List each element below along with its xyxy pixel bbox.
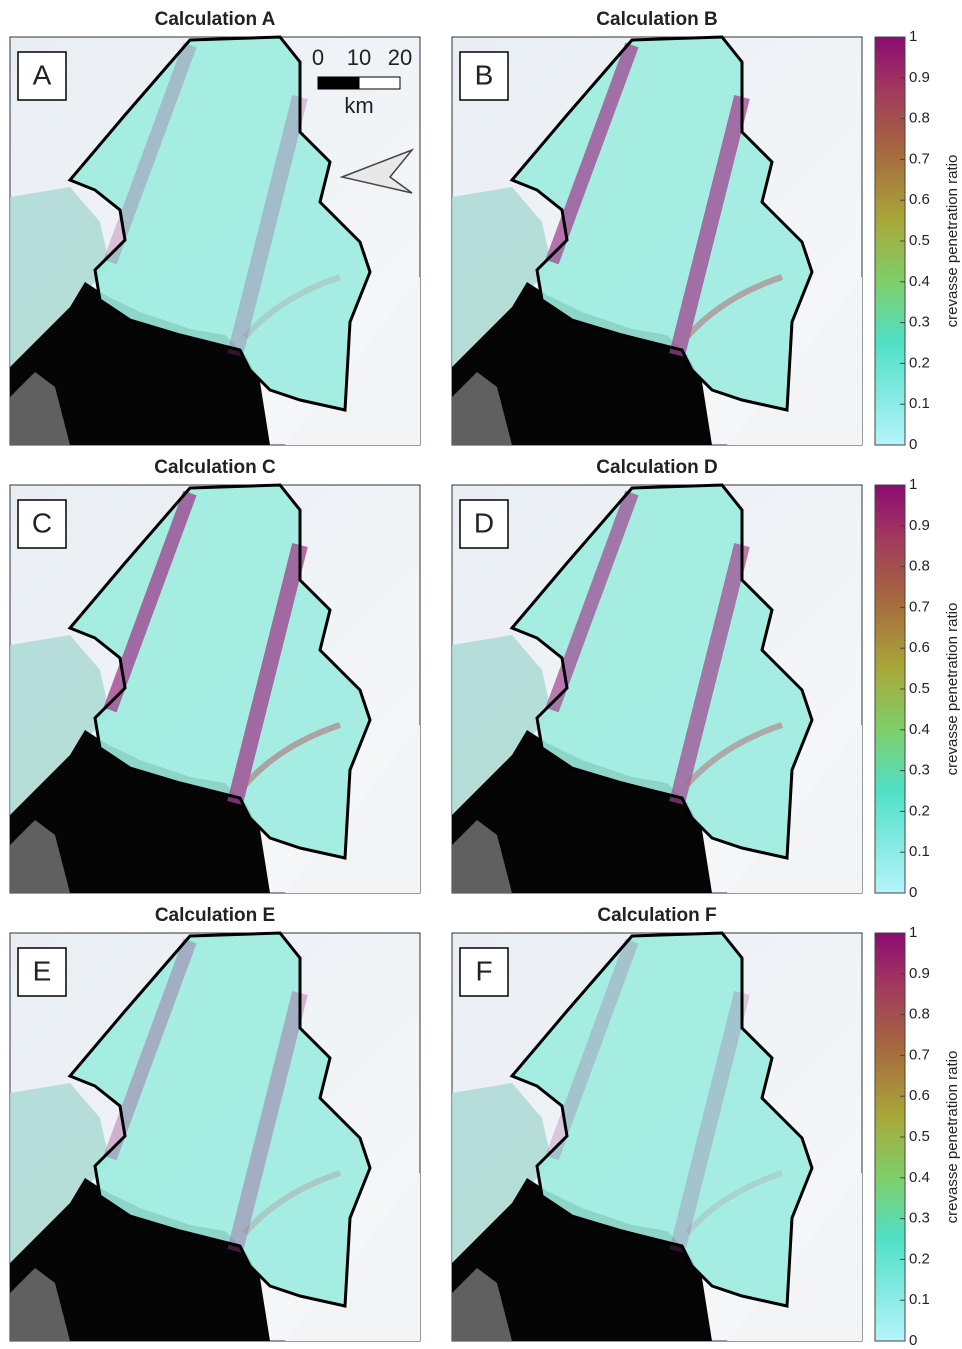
map-panel: B bbox=[452, 37, 862, 445]
map-panel: C bbox=[10, 485, 420, 893]
colorbar-tick-label: 0.9 bbox=[909, 517, 930, 534]
colorbar-tick-label: 0.6 bbox=[909, 191, 930, 208]
panel-title: Calculation D bbox=[596, 457, 717, 478]
colorbar-tick-label: 0.7 bbox=[909, 598, 930, 615]
colorbar-tick-label: 0.8 bbox=[909, 1006, 930, 1023]
figure: A Calculation A B Calculation B C Calculation… bbox=[0, 0, 962, 1349]
panel-title: Calculation F bbox=[597, 905, 716, 926]
colorbar-tick-label: 0.7 bbox=[909, 150, 930, 167]
colorbar-tick-label: 0.2 bbox=[909, 802, 930, 819]
colorbar-tick-label: 0.2 bbox=[909, 1250, 930, 1267]
map-panel: D bbox=[452, 485, 862, 893]
scale-label: 20 bbox=[388, 45, 412, 70]
colorbar-tick-label: 0.9 bbox=[909, 965, 930, 982]
colorbar-tick-label: 0 bbox=[909, 436, 917, 453]
colorbar-tick-label: 0.1 bbox=[909, 843, 930, 860]
panel-title: Calculation E bbox=[155, 905, 275, 926]
scale-unit: km bbox=[344, 93, 373, 118]
panel-letter: C bbox=[32, 507, 52, 538]
scale-segment bbox=[318, 77, 359, 89]
panel-letter: F bbox=[475, 955, 492, 986]
panel-letter: A bbox=[33, 59, 52, 90]
colorbar-tick-label: 0 bbox=[909, 884, 917, 901]
colorbar-tick-label: 0 bbox=[909, 1332, 917, 1349]
panel-title: Calculation B bbox=[596, 9, 717, 30]
colorbar-tick-label: 0.3 bbox=[909, 314, 930, 331]
scale-label: 10 bbox=[347, 45, 371, 70]
panel-letter: D bbox=[474, 507, 494, 538]
colorbar-tick-label: 0.2 bbox=[909, 354, 930, 371]
colorbar-tick-label: 1 bbox=[909, 28, 917, 45]
colorbar-tick-label: 0.3 bbox=[909, 1210, 930, 1227]
panel-title: Calculation A bbox=[155, 9, 276, 30]
colorbar-tick-label: 0.8 bbox=[909, 110, 930, 127]
colorbar-tick-label: 0.4 bbox=[909, 273, 930, 290]
scale-label: 0 bbox=[312, 45, 324, 70]
panel-letter: B bbox=[475, 59, 494, 90]
panel-letter: E bbox=[33, 955, 52, 986]
colorbar-tick-label: 0.9 bbox=[909, 69, 930, 86]
colorbar-tick-label: 0.5 bbox=[909, 232, 930, 249]
colorbar-tick-label: 0.4 bbox=[909, 1169, 930, 1186]
colorbar-tick-label: 0.6 bbox=[909, 639, 930, 656]
colorbar-tick-label: 0.1 bbox=[909, 1291, 930, 1308]
colorbar-label: crevasse penetration ratio bbox=[944, 603, 961, 776]
panel-title: Calculation C bbox=[154, 457, 276, 478]
colorbar-tick-label: 0.1 bbox=[909, 395, 930, 412]
colorbar-label: crevasse penetration ratio bbox=[944, 155, 961, 328]
colorbar-label: crevasse penetration ratio bbox=[944, 1051, 961, 1224]
colorbar-tick-label: 0.3 bbox=[909, 762, 930, 779]
colorbar-tick-label: 0.5 bbox=[909, 1128, 930, 1145]
scale-segment bbox=[359, 77, 400, 89]
colorbar-tick-label: 0.4 bbox=[909, 721, 930, 738]
colorbar-tick-label: 0.6 bbox=[909, 1087, 930, 1104]
map-panel: F bbox=[452, 933, 862, 1341]
colorbar-tick-label: 0.5 bbox=[909, 680, 930, 697]
map-panel: E bbox=[10, 933, 420, 1341]
colorbar-tick-label: 0.7 bbox=[909, 1046, 930, 1063]
colorbar-tick-label: 0.8 bbox=[909, 558, 930, 575]
colorbar-tick-label: 1 bbox=[909, 476, 917, 493]
colorbar-tick-label: 1 bbox=[909, 924, 917, 941]
